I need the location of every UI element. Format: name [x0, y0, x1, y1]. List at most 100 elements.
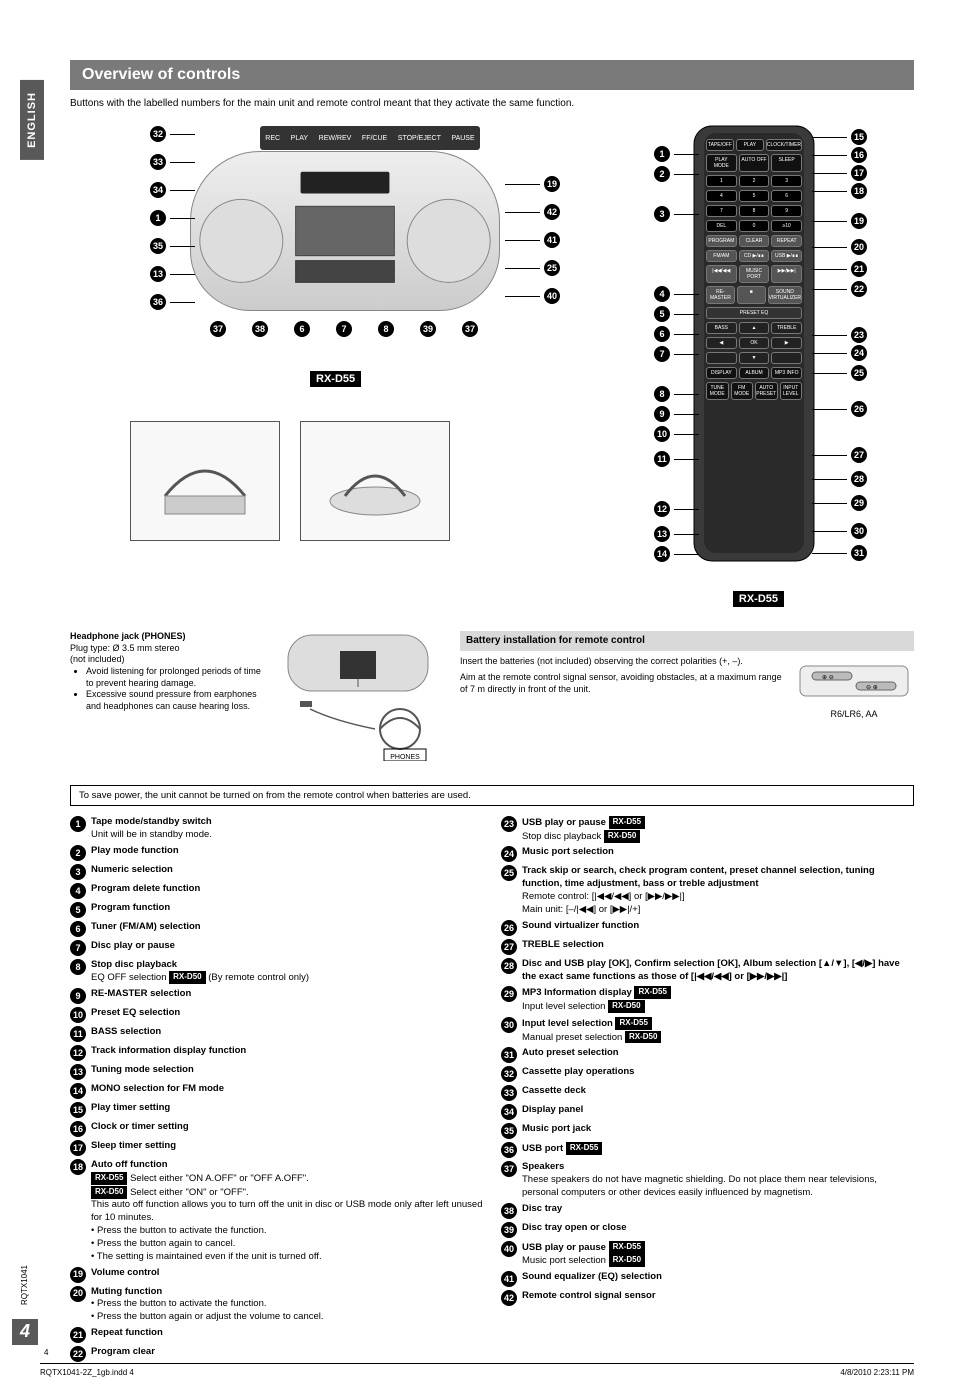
callout-number: 42	[501, 1290, 517, 1306]
remote-button: PLAY	[736, 139, 764, 151]
remote-button: FM MODE	[731, 382, 754, 400]
control-label: Tape mode/standby switch	[91, 816, 212, 827]
callout-number: 7	[654, 346, 670, 362]
control-subtext: Remote control: [|◀◀/◀◀] or [▶▶/▶▶|]	[522, 891, 914, 904]
remote-button: CD ▶/∎∎	[739, 250, 770, 262]
callout-number: 8	[70, 959, 86, 975]
control-label: Disc tray	[522, 1203, 562, 1214]
device-bottom-labels: 37386783937	[210, 321, 478, 337]
control-subtext: RX-D55 Select either "ON A.OFF" or "OFF …	[91, 1172, 483, 1186]
callout-number: 21	[851, 261, 867, 277]
callout-number: 16	[851, 147, 867, 163]
remote-button: SOUND VIRTUALIZER	[768, 286, 802, 304]
remote-button: BASS	[706, 322, 737, 334]
remote-button: SLEEP	[771, 154, 802, 172]
control-label: Cassette deck	[522, 1085, 586, 1096]
callout-number: 29	[851, 495, 867, 511]
callout-number: 15	[851, 129, 867, 145]
control-item: 34Display panel	[501, 1104, 914, 1120]
control-label: Music port jack	[522, 1123, 591, 1134]
headphone-bullet-1: Avoid listening for prolonged periods of…	[86, 666, 270, 689]
callout-number: 3	[654, 206, 670, 222]
control-item: 3 Numeric selection	[70, 864, 483, 880]
callout-number: 1	[70, 816, 86, 832]
control-item: 40USB play or pause RX-D55Music port sel…	[501, 1241, 914, 1268]
remote-button: USB ▶/∎∎	[771, 250, 802, 262]
control-item: 13Tuning mode selection	[70, 1064, 483, 1080]
sub-diagrams	[130, 421, 450, 541]
control-subtext: • Press the button to activate the funct…	[91, 1298, 483, 1311]
callout-number: 9	[654, 406, 670, 422]
callout-number: 25	[501, 865, 517, 881]
callout-number: 2	[70, 845, 86, 861]
control-item: 7Disc play or pause	[70, 940, 483, 956]
remote-button: TAPE/OFF	[706, 139, 734, 151]
callout-number: 30	[851, 523, 867, 539]
control-label: Repeat function	[91, 1327, 163, 1338]
callout-number: 5	[654, 306, 670, 322]
callout-number: 36	[150, 294, 166, 310]
control-label: Program function	[91, 902, 170, 913]
callout-number: 18	[70, 1159, 86, 1175]
callout-number: 28	[501, 958, 517, 974]
callout-number: 30	[501, 1017, 517, 1033]
callout-number: 6	[294, 321, 310, 337]
control-label: Numeric selection	[91, 864, 173, 875]
control-label: Stop disc playback	[91, 959, 177, 970]
control-subtext: Unit will be in standby mode.	[91, 829, 483, 842]
remote-button: ◀	[706, 337, 737, 349]
control-subtext: RX-D50 Select either "ON" or "OFF".	[91, 1186, 483, 1200]
remote-button: |◀◀/◀◀	[706, 265, 737, 283]
callout-number: 8	[378, 321, 394, 337]
callout-number: 3	[70, 864, 86, 880]
remote-model-badge: RX-D55	[733, 591, 784, 607]
control-item: 1 Tape mode/standby switch Unit will be in…	[70, 816, 483, 842]
callout-number: 38	[252, 321, 268, 337]
callout-number: 1	[150, 210, 166, 226]
battery-header: Battery installation for remote control	[460, 631, 914, 651]
remote-button: FM/AM	[706, 250, 737, 262]
callout-number: 12	[654, 501, 670, 517]
control-item: 9RE-MASTER selection	[70, 988, 483, 1004]
remote-button: ▶	[771, 337, 802, 349]
remote-button: ▶▶/▶▶|	[771, 265, 802, 283]
callout-number: 19	[70, 1267, 86, 1283]
control-label: RE-MASTER selection	[91, 988, 191, 999]
control-item: 26Sound virtualizer function	[501, 920, 914, 936]
callout-number: 34	[150, 182, 166, 198]
callout-number: 26	[501, 920, 517, 936]
headphone-plug: Plug type: Ø 3.5 mm stereo	[70, 643, 270, 655]
callout-number: 11	[70, 1026, 86, 1042]
callout-number: 12	[70, 1045, 86, 1061]
callout-number: 14	[654, 546, 670, 562]
control-label: Auto preset selection	[522, 1047, 619, 1058]
control-item: 10Preset EQ selection	[70, 1007, 483, 1023]
callout-number: 38	[501, 1203, 517, 1219]
svg-text:⊕ ⊖: ⊕ ⊖	[822, 675, 834, 681]
svg-text:⊖ ⊕: ⊖ ⊕	[866, 685, 878, 691]
control-label: USB port RX-D55	[522, 1143, 602, 1154]
remote-button: RE-MASTER	[706, 286, 735, 304]
remote-button	[771, 352, 802, 364]
control-label: Display panel	[522, 1104, 583, 1115]
headphone-bullet-2: Excessive sound pressure from earphones …	[86, 689, 270, 712]
control-item: 5Program function	[70, 902, 483, 918]
callout-number: 24	[501, 846, 517, 862]
callout-number: 18	[851, 183, 867, 199]
callout-number: 33	[150, 154, 166, 170]
page-number-small: 4	[44, 1348, 48, 1357]
battery-illustration: ⊕ ⊖ ⊖ ⊕ R6/LR6, AA	[794, 655, 914, 725]
callout-number: 27	[501, 939, 517, 955]
remote-button: CLOCK/TIMER	[766, 139, 802, 151]
tape-label: REW/REV	[319, 135, 352, 142]
control-item: 2Play mode function	[70, 845, 483, 861]
remote-button: DEL	[706, 220, 737, 232]
control-label: USB play or pause RX-D55	[522, 1242, 645, 1253]
control-label: Tuning mode selection	[91, 1064, 194, 1075]
callout-number: 22	[70, 1346, 86, 1362]
callout-number: 26	[851, 401, 867, 417]
control-label: Preset EQ selection	[91, 1007, 180, 1018]
remote-button: 4	[706, 190, 737, 202]
control-subtext: • The setting is maintained even if the …	[91, 1251, 483, 1264]
remote-button: ≥10	[771, 220, 802, 232]
